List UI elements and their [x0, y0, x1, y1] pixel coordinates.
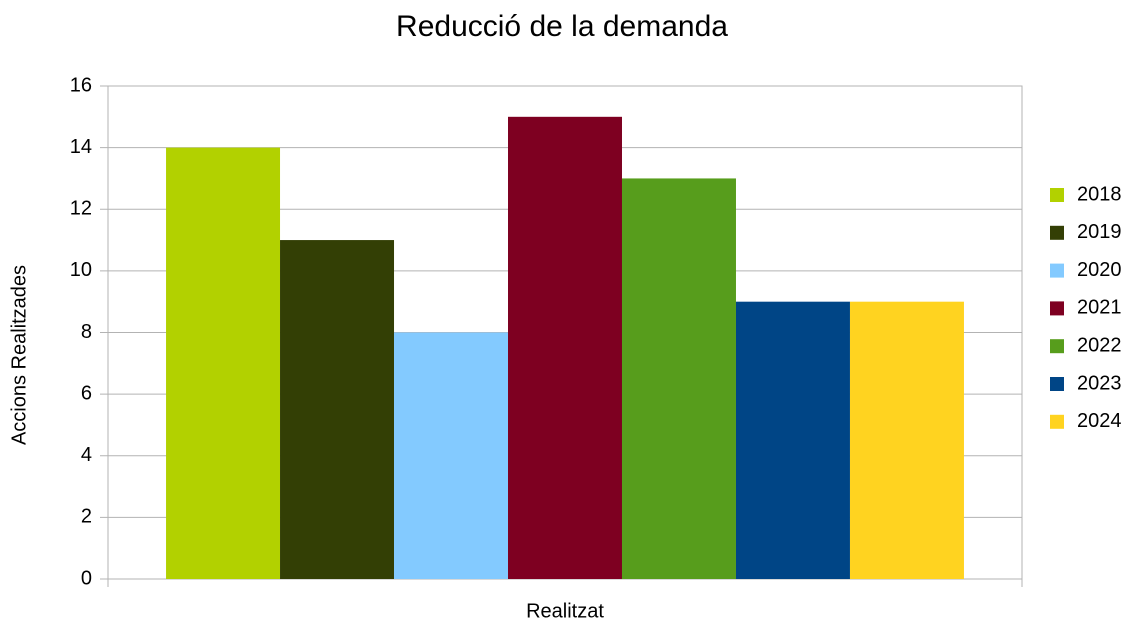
legend-label: 2018	[1077, 183, 1122, 205]
y-tick-label: 12	[70, 198, 92, 220]
bar	[280, 240, 395, 579]
legend-swatch	[1050, 263, 1064, 278]
y-axis-label: Accions Realitzades	[8, 265, 30, 445]
bar	[621, 178, 736, 579]
chart-title: Reducció de la demanda	[396, 10, 728, 43]
legend-label: 2021	[1077, 297, 1122, 319]
legend-swatch	[1050, 188, 1064, 202]
y-tick-label: 4	[81, 444, 92, 466]
legend-swatch	[1050, 225, 1064, 240]
bar	[508, 116, 622, 579]
bar	[735, 301, 850, 579]
y-tick-label: 10	[70, 259, 92, 281]
y-tick-label: 2	[81, 506, 92, 528]
legend-label: 2023	[1077, 372, 1122, 394]
y-tick-label: 8	[81, 321, 92, 343]
legend-label: 2019	[1077, 221, 1122, 243]
legend-label: 2024	[1077, 410, 1122, 432]
y-tick-label: 6	[81, 382, 92, 404]
legend-swatch	[1050, 414, 1064, 429]
bar	[394, 332, 509, 579]
y-tick-label: 16	[70, 74, 92, 96]
legend-label: 2020	[1077, 259, 1122, 281]
bar	[849, 301, 964, 579]
y-tick-label: 0	[81, 567, 92, 589]
legend-label: 2022	[1077, 334, 1122, 356]
x-axis-label: Realitzat	[526, 600, 604, 622]
legend-swatch	[1050, 339, 1064, 354]
y-tick-label: 14	[70, 136, 92, 158]
bar	[166, 147, 281, 579]
legend-swatch	[1050, 377, 1064, 391]
legend-swatch	[1050, 301, 1064, 316]
